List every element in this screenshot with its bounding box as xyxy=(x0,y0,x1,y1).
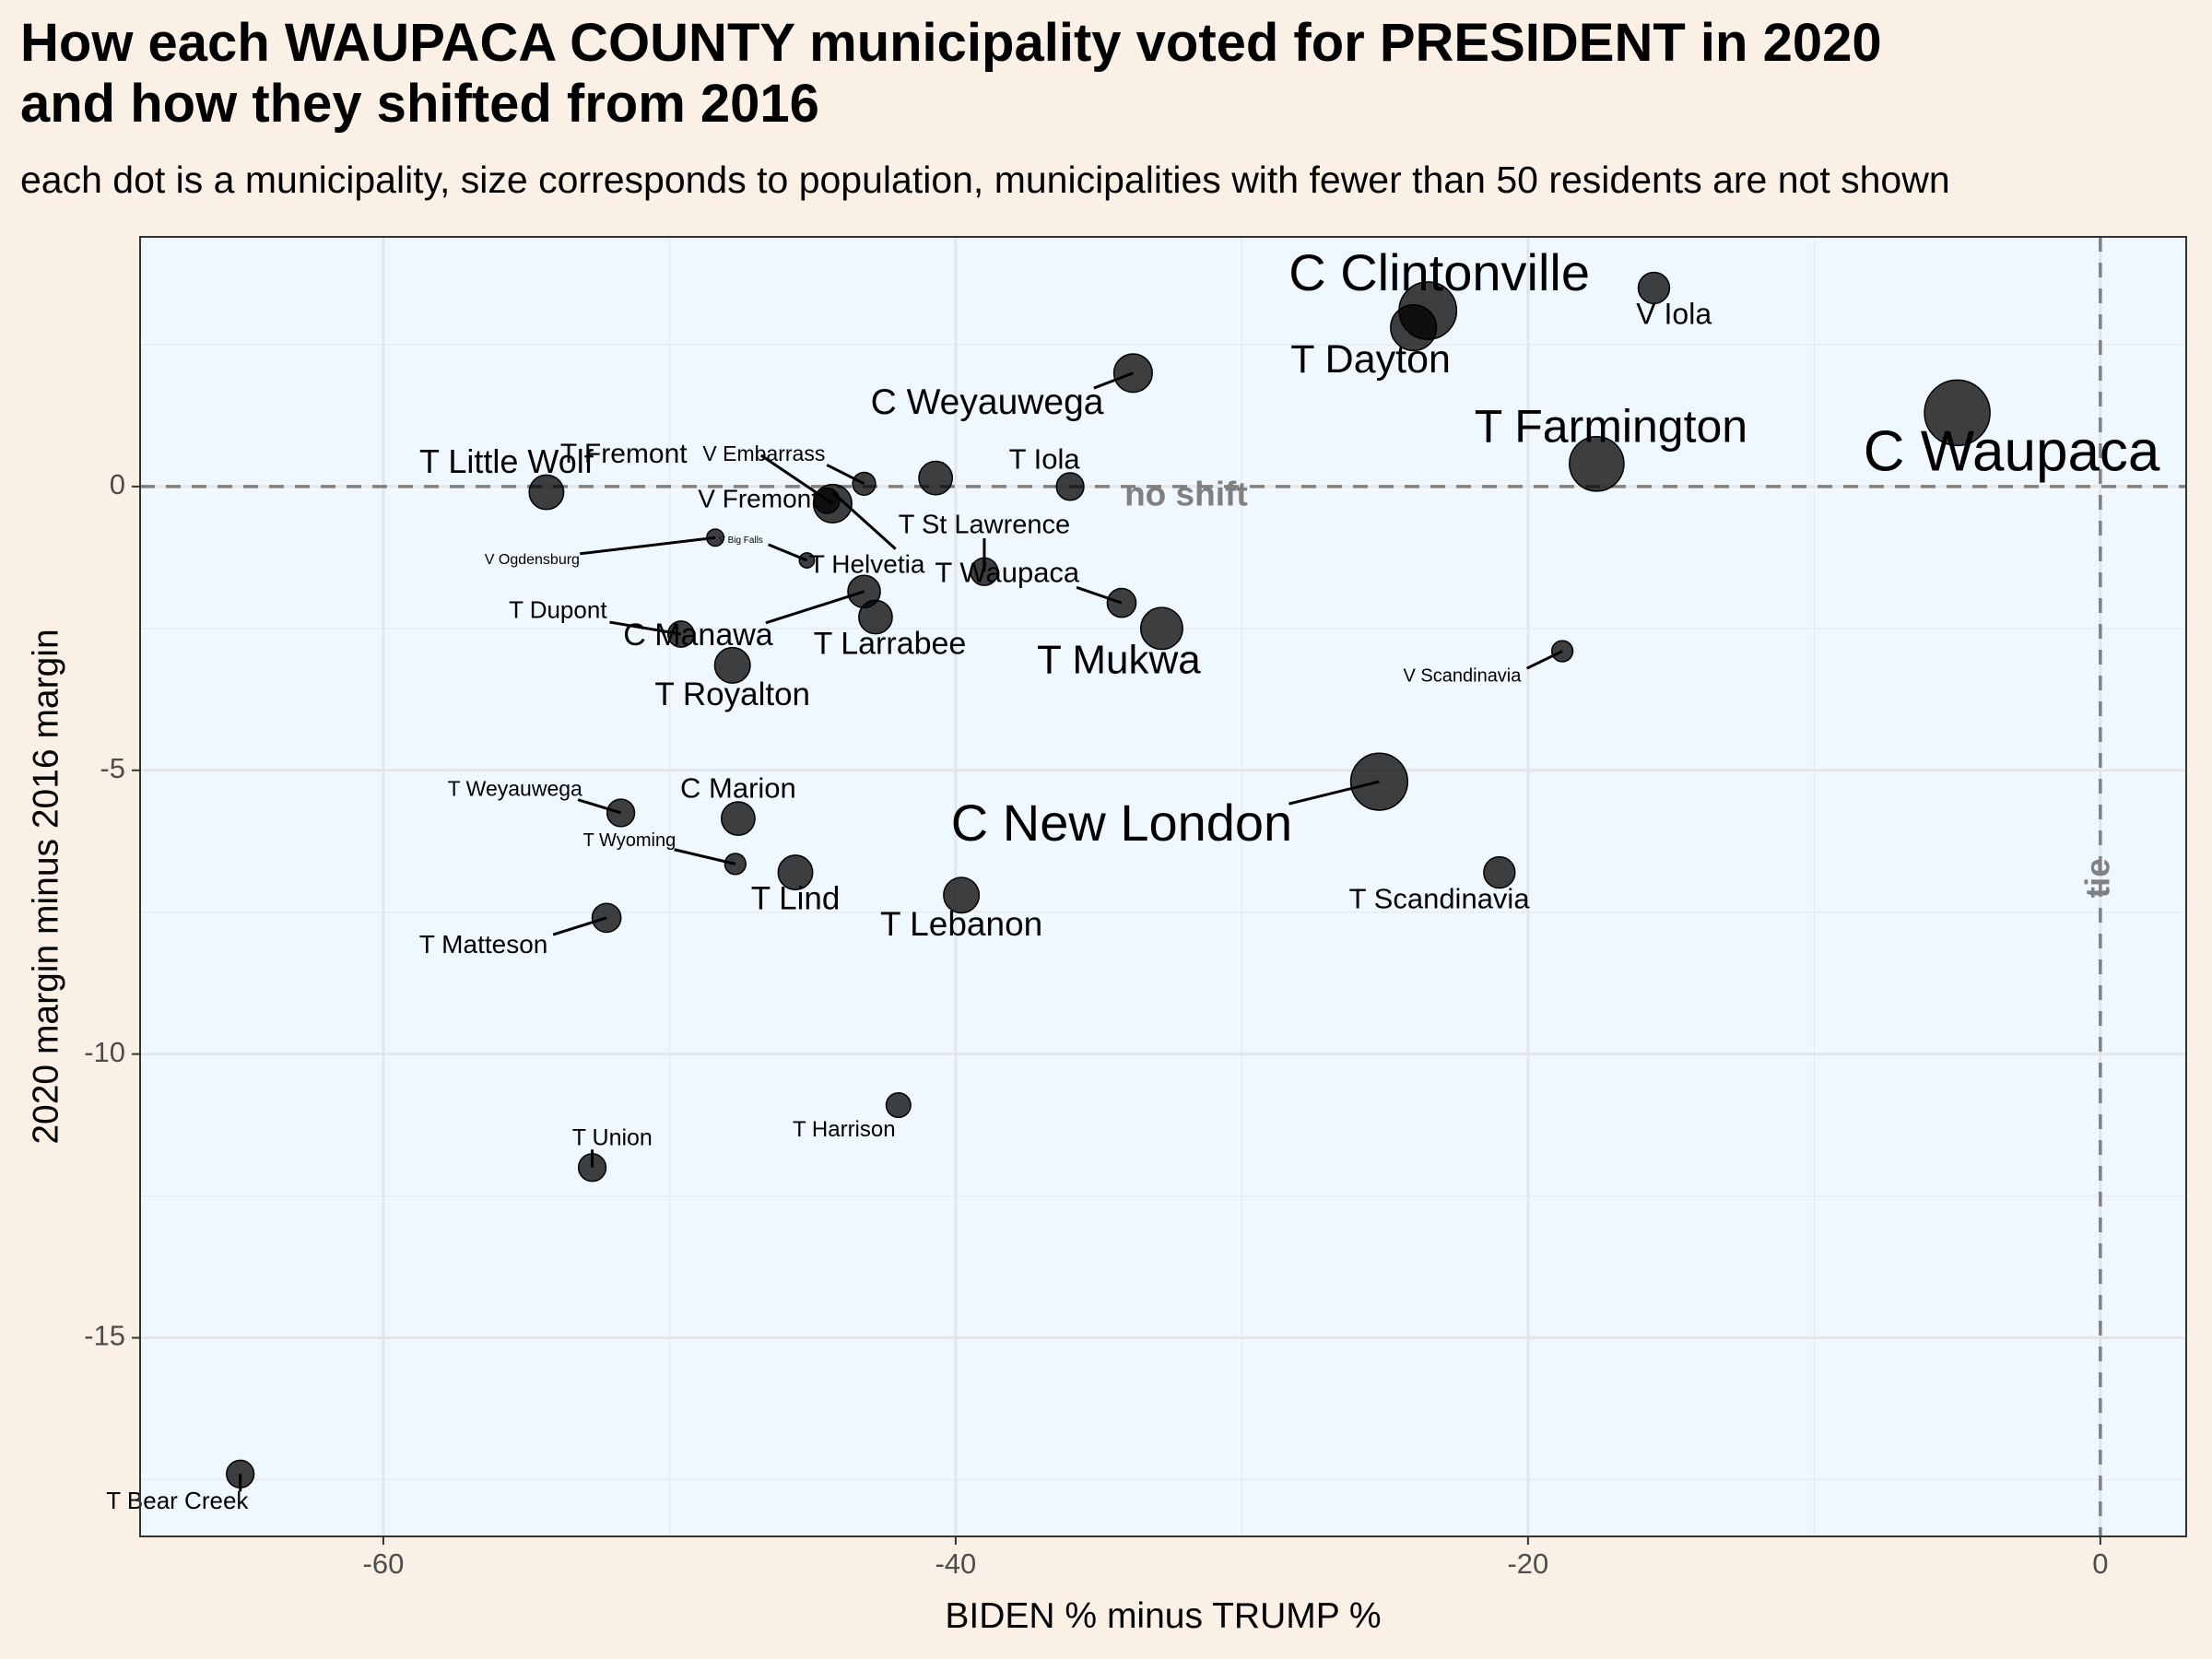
point xyxy=(606,798,636,828)
point xyxy=(1055,472,1085,501)
y-tick-label: -10 xyxy=(84,1036,125,1068)
point xyxy=(885,1092,912,1119)
y-axis-title: 2020 margin minus 2016 margin xyxy=(26,629,65,1144)
point-label: T St Lawrence xyxy=(899,511,1070,540)
tie-label: tie xyxy=(2079,858,2117,898)
title-line-1: How each WAUPACA COUNTY municipality vot… xyxy=(20,13,1882,73)
point-label: C New London xyxy=(951,794,1292,852)
point-label: C Clintonville xyxy=(1288,243,1590,301)
point-label: C Waupaca xyxy=(1864,419,2160,483)
point-label: V Embarrass xyxy=(702,441,825,465)
point xyxy=(1349,752,1409,811)
point-label: V Scandinavia xyxy=(1404,665,1523,686)
point-label: T Bear Creek xyxy=(106,1487,249,1514)
point-label: C Marion xyxy=(680,772,796,805)
point-label: T Union xyxy=(572,1125,653,1151)
point-label: T Iola xyxy=(1009,442,1081,475)
plot-border xyxy=(139,236,2187,1537)
point-label: C Weyauwega xyxy=(871,382,1104,422)
point-label: T Fremont xyxy=(560,439,688,469)
point xyxy=(591,902,622,934)
point-label: T Helvetia xyxy=(809,550,925,579)
point xyxy=(577,1153,607,1182)
point-label: V Big Falls xyxy=(719,535,763,546)
point xyxy=(1483,855,1516,889)
point xyxy=(1112,353,1153,394)
point xyxy=(1390,303,1438,352)
point-label: V Fremont xyxy=(698,485,818,513)
x-axis-title: BIDEN % minus TRUMP % xyxy=(945,1596,1381,1636)
point xyxy=(724,853,747,876)
point-label: T Larrabee xyxy=(814,626,967,661)
y-tick-label: 0 xyxy=(110,468,125,500)
leader-line xyxy=(580,535,716,556)
point-label: T Scandinavia xyxy=(1349,883,1531,915)
point xyxy=(1106,587,1137,618)
point xyxy=(706,528,725,547)
title-line-2: and how they shifted from 2016 xyxy=(20,74,819,134)
point xyxy=(1550,640,1574,663)
no-shift-label: no shift xyxy=(1124,476,1248,513)
point-label: C Manawa xyxy=(623,618,773,653)
point-label: T Lebanon xyxy=(880,905,1042,943)
point xyxy=(943,877,981,914)
point-label: T Wyoming xyxy=(583,830,677,851)
point xyxy=(721,801,756,837)
point-label: T Harrison xyxy=(793,1117,896,1142)
x-tick-label: -60 xyxy=(363,1547,405,1580)
plot-panel xyxy=(140,237,2186,1536)
point xyxy=(858,599,893,635)
x-tick-label: -40 xyxy=(935,1547,976,1580)
point-label: T Little Wolf xyxy=(419,442,594,480)
chart-title: How each WAUPACA COUNTY municipality vot… xyxy=(20,13,2195,135)
point-label: T Lind xyxy=(751,881,841,917)
point-label: T Matteson xyxy=(419,930,548,959)
point xyxy=(713,646,751,684)
point xyxy=(798,552,816,569)
x-tick-label: 0 xyxy=(2092,1547,2108,1580)
point xyxy=(1569,435,1625,492)
y-tick-label: -15 xyxy=(84,1320,125,1352)
point-label: T Farmington xyxy=(1475,401,1747,453)
point-label: T Weyauwega xyxy=(448,776,582,800)
x-tick-label: -20 xyxy=(1507,1547,1548,1580)
point xyxy=(528,474,565,511)
point xyxy=(1924,379,1991,447)
point xyxy=(1139,606,1183,651)
point-label: T Waupaca xyxy=(935,557,1080,589)
chart-subtitle: each dot is a municipality, size corresp… xyxy=(20,159,1950,201)
point xyxy=(226,1459,255,1488)
leader-line xyxy=(831,490,897,550)
point-label: V Ogdensburg xyxy=(485,552,580,568)
point xyxy=(918,460,954,496)
point xyxy=(666,620,695,648)
point xyxy=(970,557,999,586)
point xyxy=(1637,271,1671,305)
point-label: T Dupont xyxy=(509,595,607,623)
point-label: V Iola xyxy=(1636,298,1712,331)
point-label: T Dayton xyxy=(1290,337,1451,382)
point xyxy=(777,854,814,891)
point-label: T Mukwa xyxy=(1037,637,1201,682)
y-tick-label: -5 xyxy=(100,752,125,784)
point xyxy=(852,471,877,496)
point-label: T Royalton xyxy=(654,677,810,712)
leader-line xyxy=(765,590,865,625)
